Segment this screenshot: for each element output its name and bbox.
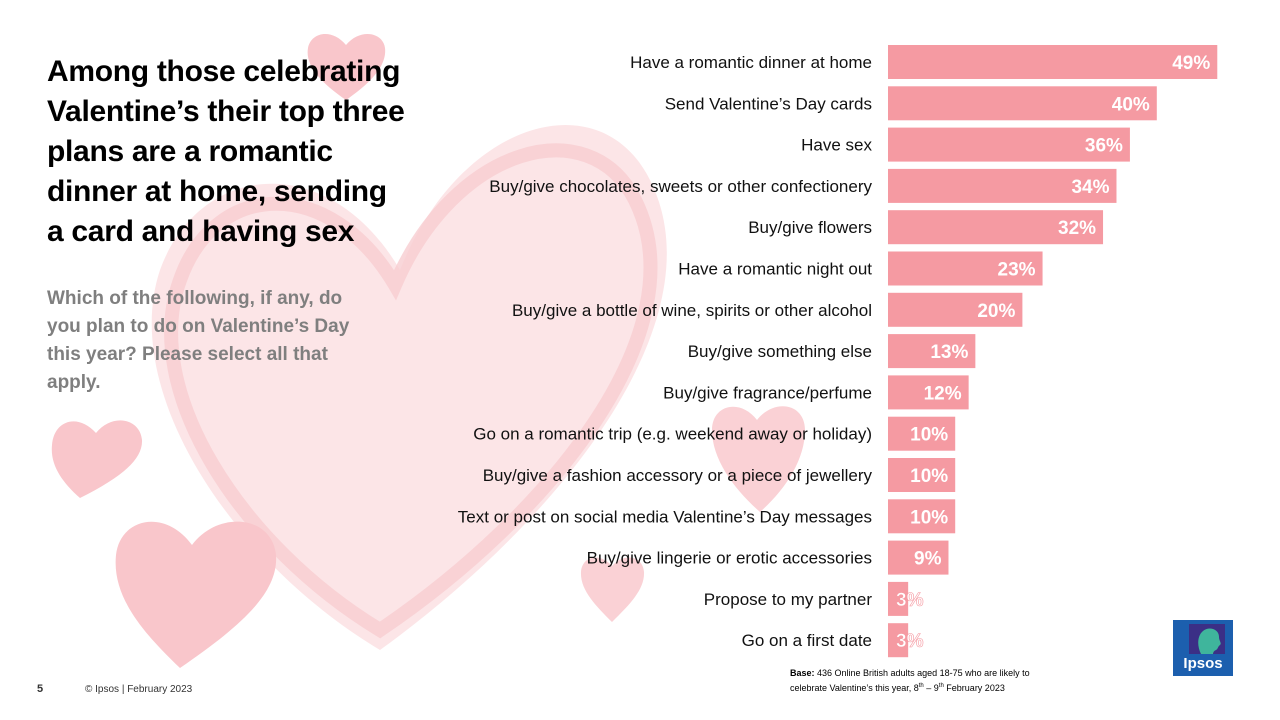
value-label: 49% [1172,53,1210,74]
category-label: Buy/give lingerie or erotic accessories [587,549,872,568]
value-label: 9% [914,549,942,570]
base-text-3: February 2023 [943,683,1005,693]
category-label: Buy/give chocolates, sweets or other con… [489,177,872,196]
bar [888,45,1218,79]
bar [888,210,1104,245]
category-label: Have sex [801,136,872,155]
value-label: 3% [896,590,924,611]
base-note: Base: 436 Online British adults aged 18-… [790,667,1120,695]
value-label: 23% [998,260,1036,281]
base-text-2: celebrate Valentine’s this year, 8 [790,683,919,693]
bar [888,499,956,534]
value-label: 20% [977,301,1015,322]
category-label: Buy/give something else [688,342,872,361]
bar [888,416,956,451]
category-label: Have a romantic dinner at home [630,53,872,72]
heart-top-icon [307,33,386,101]
value-label: 40% [1112,94,1150,115]
base-text-1: 436 Online British adults aged 18-75 who… [814,668,1030,678]
value-label: 34% [1071,177,1109,198]
big-heart-icon [151,124,667,650]
value-label: 10% [910,425,948,446]
category-label: Go on a first date [742,631,872,650]
category-label: Have a romantic night out [678,260,872,279]
base-sup-2: th [938,683,944,689]
value-label: 3% [896,631,924,652]
bar [888,334,976,369]
value-label: 32% [1058,218,1096,239]
base-dash: – 9 [923,683,939,693]
category-label: Send Valentine’s Day cards [665,94,872,113]
bar [888,540,949,575]
bar [888,375,969,410]
copyright: © Ipsos | February 2023 [85,684,193,695]
value-label: 36% [1085,136,1123,157]
bar [888,86,1157,121]
page-number: 5 [37,683,44,695]
category-label: Propose to my partner [704,590,873,609]
category-label: Text or post on social media Valentine’s… [458,507,872,526]
heart-left-icon [51,420,143,498]
profile-head-icon [1189,624,1225,654]
heart-bottom-left-icon [115,521,277,668]
heart-small-icon [580,557,645,622]
category-label: Buy/give flowers [748,218,872,237]
bar [888,292,1023,327]
bar [888,581,909,616]
base-sup-1: th [918,683,924,689]
category-label: Buy/give a bottle of wine, spirits or ot… [512,301,872,320]
headline: Among those celebrating Valentine’s thei… [47,55,405,248]
category-label: Buy/give a fashion accessory or a piece … [483,466,873,485]
value-label: 13% [930,342,968,363]
bar [888,458,956,492]
heart-mid-icon [712,406,805,512]
survey-question: Which of the following, if any, do you p… [47,288,350,393]
big-heart-outline-icon [164,143,658,639]
base-label: Base: [790,668,815,678]
category-label: Buy/give fragrance/perfume [663,383,872,402]
category-label: Go on a romantic trip (e.g. weekend away… [473,425,872,444]
value-label: 10% [910,507,948,528]
bar [888,168,1117,203]
ipsos-logo: Ipsos [1173,620,1233,676]
logo-text: Ipsos [1183,655,1223,672]
bar [888,623,909,658]
bar [888,127,1130,162]
value-label: 10% [910,466,948,487]
bar [888,251,1043,286]
value-label: 12% [924,383,962,404]
